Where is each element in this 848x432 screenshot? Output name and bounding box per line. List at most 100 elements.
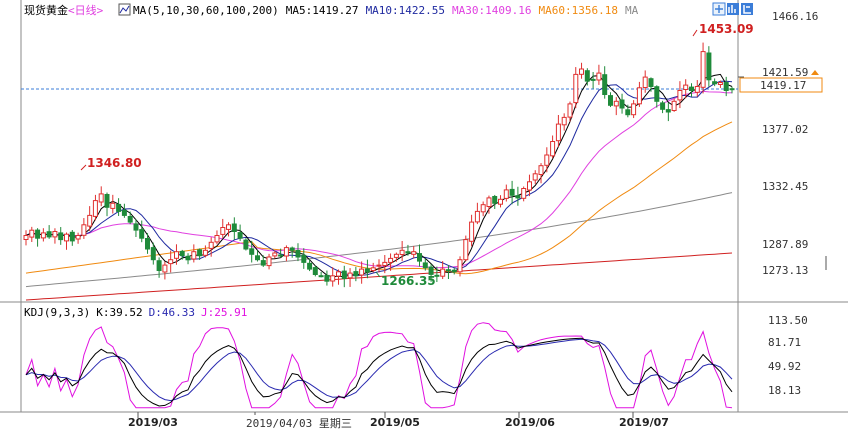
high-annotation: 1453.09 (699, 22, 754, 36)
candle (700, 42, 706, 94)
candle (515, 186, 521, 206)
kdj-j-value: J:25.91 (201, 306, 247, 319)
candle (596, 64, 602, 85)
candle (648, 77, 654, 92)
kdj-k-value: K:39.52 (96, 306, 142, 319)
instrument-name: 现货黄金 (24, 3, 68, 17)
candle (64, 232, 69, 250)
date-label-jul: 2019/07 (619, 416, 669, 429)
candle (619, 93, 625, 114)
current-price-box: 1419.17 (739, 77, 823, 93)
candle (301, 248, 307, 269)
candle (312, 265, 318, 277)
date-label-may: 2019/05 (370, 416, 420, 429)
candle (729, 86, 735, 94)
price-tick-3: 1377.02 (762, 123, 808, 136)
chart-mode-icon[interactable] (727, 3, 739, 15)
kdj-tick-2: 81.71 (768, 336, 801, 349)
candle (509, 180, 515, 205)
candle (208, 237, 214, 257)
ma-header: MA(5,10,30,60,100,200) MA5:1419.27 MA10:14… (133, 4, 639, 17)
main-header: 现货黄金<日线> (24, 3, 104, 17)
candle (29, 226, 35, 243)
candle (174, 244, 179, 265)
candle (179, 249, 185, 260)
candle (608, 92, 613, 108)
candle (428, 263, 434, 282)
candle (121, 203, 127, 218)
candle (87, 206, 93, 232)
kdj-tick-4: 18.13 (768, 384, 801, 397)
candle (197, 248, 203, 260)
candle (58, 227, 64, 245)
ma60-value: MA60:1356.18 (539, 4, 618, 17)
candle (220, 218, 226, 238)
candle (364, 259, 370, 279)
kdj-j-line (25, 322, 733, 409)
kdj-k-line (25, 337, 733, 407)
candle (480, 201, 486, 217)
candle (46, 225, 52, 239)
candle (399, 240, 405, 262)
expand-icon[interactable] (712, 2, 726, 16)
candle (255, 250, 260, 262)
candle (660, 100, 666, 114)
candle (527, 174, 532, 197)
candle (104, 192, 110, 217)
candle (139, 220, 145, 243)
candle (694, 80, 700, 97)
candle (625, 104, 631, 118)
ma-toggle-icon[interactable] (118, 3, 131, 16)
candle (532, 170, 538, 185)
kdj-tick-3: 49.92 (768, 360, 801, 373)
candle (486, 195, 492, 214)
candle (613, 97, 619, 116)
candle (567, 101, 573, 122)
candle (359, 261, 365, 284)
candle (677, 81, 683, 109)
ma-params: MA(5,10,30,60,100,200) (133, 4, 279, 17)
candle (231, 217, 237, 240)
candle (69, 229, 75, 246)
candle (654, 85, 660, 108)
candle (642, 70, 648, 93)
candle (330, 267, 336, 287)
candle (665, 102, 671, 122)
candle (550, 135, 556, 159)
current-price-label: 1419.17 (760, 79, 806, 92)
candle (214, 230, 220, 245)
low-annotation: 1266.35 (381, 274, 436, 288)
candle (434, 266, 440, 282)
candle (388, 253, 394, 271)
low-annotation-pointer (375, 271, 381, 278)
candle (393, 252, 399, 262)
candle (237, 224, 243, 241)
candle (185, 253, 191, 265)
candle (266, 253, 272, 270)
candle (226, 222, 231, 237)
candle (717, 80, 723, 88)
ma-axis-marker: 1273.13 (762, 264, 808, 277)
candle (405, 244, 411, 256)
price-tick-2: 1421.59 (762, 66, 808, 79)
candle (249, 240, 255, 263)
candle (584, 68, 590, 86)
candle (457, 256, 463, 277)
candle (23, 230, 29, 246)
candle (40, 228, 46, 242)
date-label-mar: 2019/03 (128, 416, 178, 429)
candle (168, 250, 174, 273)
early-high-pointer (80, 164, 87, 171)
candle (260, 255, 266, 267)
candle (498, 195, 503, 208)
candle (156, 257, 162, 278)
candle (631, 100, 637, 119)
ma10-value: MA10:1422.55 (366, 4, 445, 17)
panel-settings-icon[interactable] (741, 3, 753, 15)
candle (52, 228, 58, 244)
price-tick-5: 1287.89 (762, 238, 808, 251)
candle (503, 184, 509, 202)
ma-more: MA (625, 4, 639, 17)
candle (278, 248, 284, 258)
